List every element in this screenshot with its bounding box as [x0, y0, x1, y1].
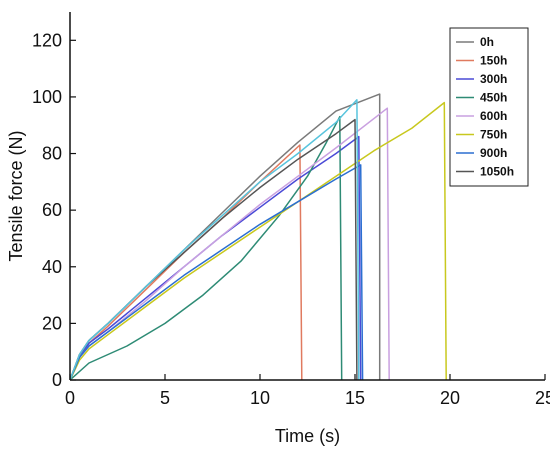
x-tick-label: 0 [65, 388, 75, 408]
legend-label: 600h [480, 109, 507, 123]
y-tick-label: 40 [42, 257, 62, 277]
legend-box [449, 27, 529, 187]
legend-label: 750h [480, 128, 507, 142]
y-tick-label: 20 [42, 313, 62, 333]
legend-label: 0h [480, 35, 494, 49]
x-tick-label: 10 [250, 388, 270, 408]
y-tick-label: 100 [32, 87, 62, 107]
series-line-900h [70, 164, 364, 380]
x-tick-label: 5 [160, 388, 170, 408]
series-line-unlabeled-8 [70, 99, 360, 380]
x-tick-label: 15 [345, 388, 365, 408]
y-axis-label: Tensile force (N) [6, 130, 26, 261]
series-line-300h [70, 135, 362, 380]
x-tick-label: 25 [535, 388, 550, 408]
y-tick-label: 0 [52, 370, 62, 390]
y-tick-label: 80 [42, 144, 62, 164]
y-tick-label: 120 [32, 30, 62, 50]
series-line-0h [70, 93, 381, 380]
x-tick-label: 20 [440, 388, 460, 408]
legend-label: 900h [480, 146, 507, 160]
legend-label: 1050h [480, 165, 514, 179]
legend-label: 450h [480, 91, 507, 105]
plot-area [70, 93, 447, 380]
series-line-450h [70, 115, 343, 380]
legend-label: 150h [480, 54, 507, 68]
series-line-750h [70, 101, 447, 380]
series-line-1050h [70, 118, 358, 380]
y-tick-label: 60 [42, 200, 62, 220]
series-line-150h [70, 144, 303, 380]
x-axis-label: Time (s) [275, 426, 340, 446]
legend-label: 300h [480, 72, 507, 86]
axes: 0 5 10 15 20 25 0 20 40 60 80 100 120 Time (s) Tensile… [6, 12, 550, 446]
legend: 0h 150h 300h 450h 600h 750h 900h 1050h [449, 27, 529, 187]
